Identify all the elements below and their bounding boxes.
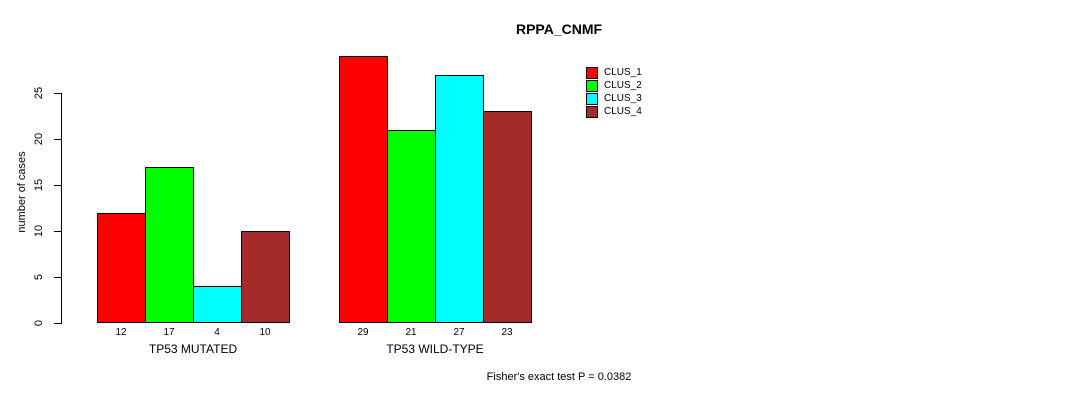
bar-clus_4-wild-type	[483, 111, 532, 323]
legend-swatch-icon	[586, 105, 598, 118]
legend-label: CLUS_4	[604, 106, 642, 117]
bar-value-label: 21	[405, 327, 417, 338]
bar-value-label: 27	[453, 327, 465, 338]
bar-clus_2-wild-type	[387, 130, 436, 323]
bar-value-label: 10	[259, 327, 271, 338]
legend-item-clus_2: CLUS_2	[586, 79, 642, 92]
bar-clus_1-wild-type	[339, 56, 388, 323]
legend-swatch-icon	[586, 79, 598, 92]
y-tick-mark	[54, 93, 61, 94]
legend-swatch-icon	[586, 66, 598, 79]
y-tick-mark	[54, 139, 61, 140]
y-axis-line	[61, 93, 62, 324]
group-label-tp53-wild-type: TP53 WILD-TYPE	[386, 342, 484, 356]
y-tick-mark	[54, 231, 61, 232]
bar-clus_3-wild-type	[435, 75, 484, 323]
legend: CLUS_1 CLUS_2 CLUS_3 CLUS_4	[586, 66, 642, 118]
legend-label: CLUS_2	[604, 80, 642, 91]
bar-clus_3-mutated	[193, 286, 242, 323]
bar-value-label: 23	[501, 327, 513, 338]
legend-label: CLUS_1	[604, 67, 642, 78]
y-tick-label: 15	[33, 178, 45, 192]
y-tick-label: 20	[33, 132, 45, 146]
bar-value-label: 17	[163, 327, 175, 338]
chart-title: RPPA_CNMF	[515, 21, 603, 37]
y-tick-label: 10	[33, 224, 45, 238]
legend-item-clus_1: CLUS_1	[586, 66, 642, 79]
bar-clus_1-mutated	[97, 213, 146, 323]
group-label-tp53-mutated: TP53 MUTATED	[148, 342, 238, 356]
legend-label: CLUS_3	[604, 93, 642, 104]
bar-value-label: 29	[357, 327, 369, 338]
stat-annotation: Fisher's exact test P = 0.0382	[486, 371, 632, 383]
y-tick-label: 0	[33, 319, 45, 327]
y-tick-mark	[54, 323, 61, 324]
legend-swatch-icon	[586, 92, 598, 105]
legend-item-clus_4: CLUS_4	[586, 105, 642, 118]
y-tick-mark	[54, 185, 61, 186]
legend-item-clus_3: CLUS_3	[586, 92, 642, 105]
y-tick-mark	[54, 277, 61, 278]
bar-clus_2-mutated	[145, 167, 194, 323]
bar-value-label: 12	[115, 327, 127, 338]
bar-clus_4-mutated	[241, 231, 290, 323]
y-tick-label: 5	[33, 273, 45, 281]
bar-value-label: 4	[214, 327, 220, 338]
y-axis-label: number of cases	[16, 151, 28, 233]
y-tick-label: 25	[33, 86, 45, 100]
